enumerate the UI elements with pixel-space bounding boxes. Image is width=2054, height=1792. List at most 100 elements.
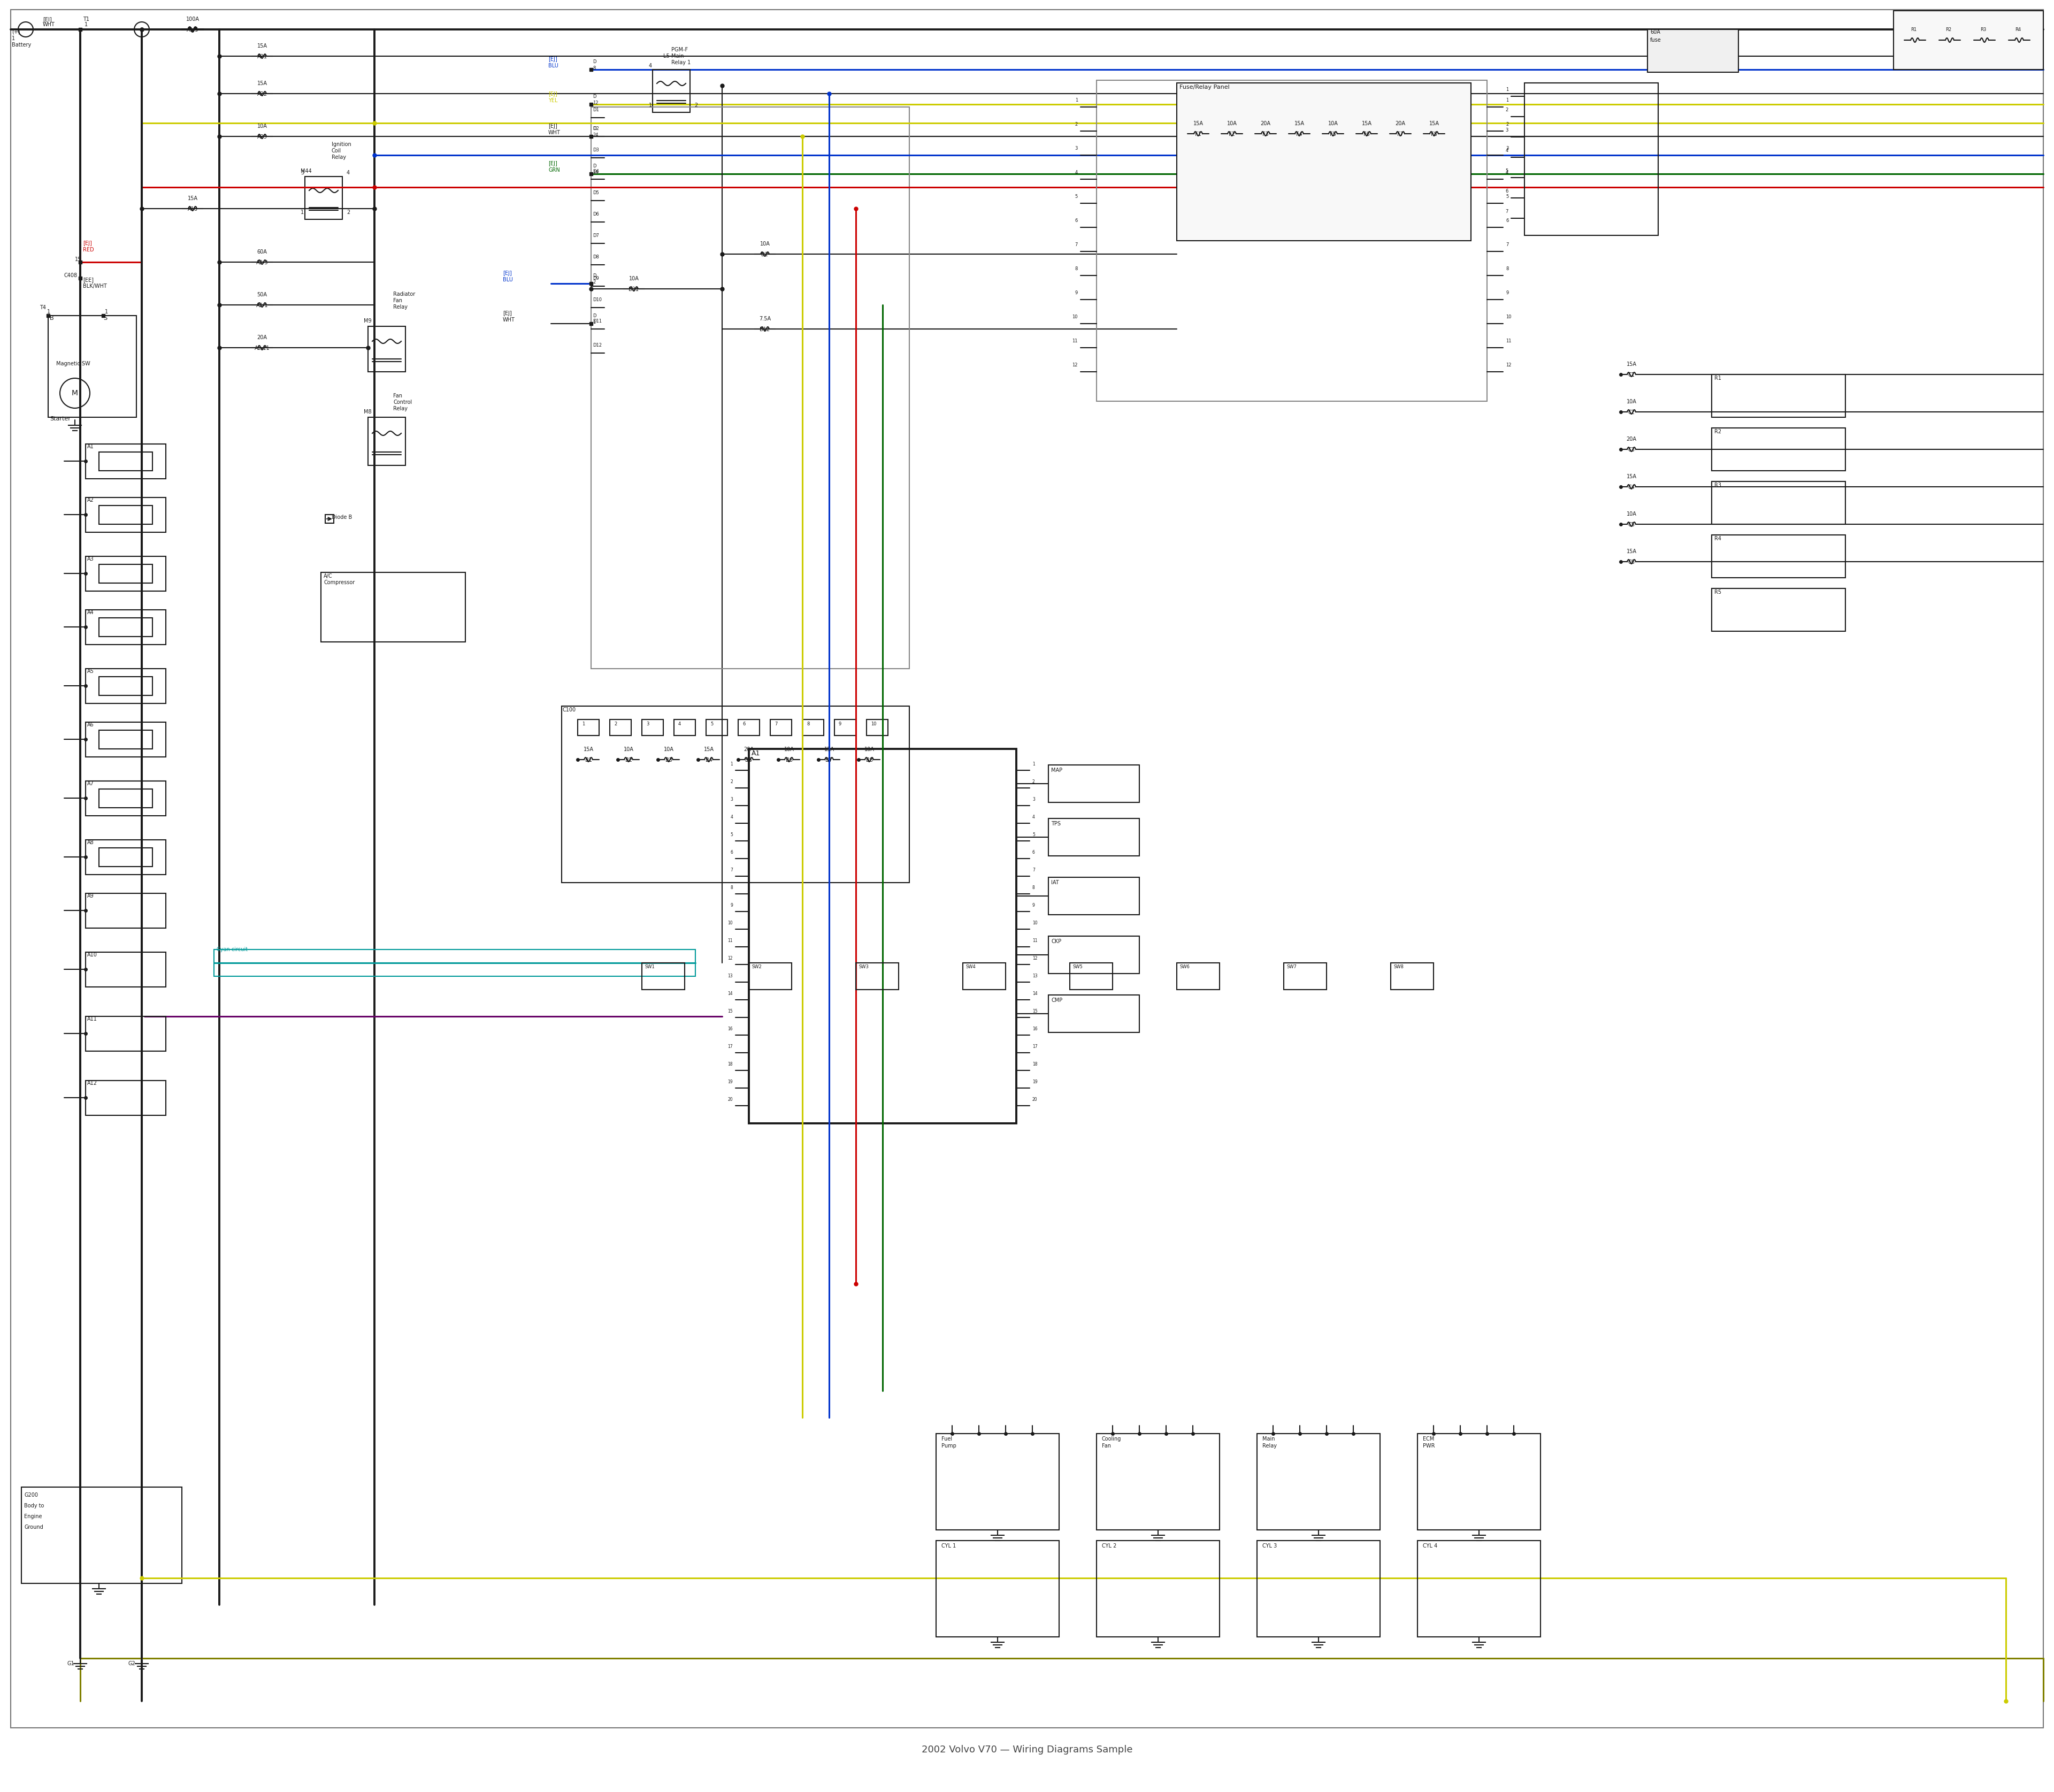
Text: 1: 1 bbox=[594, 321, 596, 324]
Text: R4: R4 bbox=[2015, 27, 2021, 32]
Text: A7: A7 bbox=[86, 781, 94, 787]
Text: 15A: 15A bbox=[257, 81, 267, 86]
Text: 10A: 10A bbox=[1329, 120, 1337, 125]
Text: [EJ]: [EJ] bbox=[548, 91, 557, 97]
Text: 15A: 15A bbox=[1627, 473, 1637, 478]
Bar bbox=[99, 505, 152, 525]
Text: 9: 9 bbox=[838, 722, 842, 726]
Text: CYL 3: CYL 3 bbox=[1263, 1543, 1278, 1548]
Bar bbox=[674, 719, 696, 735]
Text: Engine: Engine bbox=[25, 1514, 41, 1520]
Bar bbox=[857, 962, 900, 989]
Bar bbox=[86, 722, 166, 756]
Bar bbox=[867, 719, 887, 735]
Bar bbox=[610, 719, 631, 735]
Text: B4: B4 bbox=[705, 758, 713, 763]
Text: 19: 19 bbox=[1033, 1079, 1037, 1084]
Text: A2: A2 bbox=[86, 498, 94, 504]
Text: 60A: 60A bbox=[1649, 29, 1660, 34]
Text: 50A: 50A bbox=[257, 292, 267, 297]
Text: 6: 6 bbox=[1506, 188, 1508, 194]
Text: C6: C6 bbox=[1629, 559, 1635, 564]
Text: MAP: MAP bbox=[1052, 767, 1062, 772]
Bar bbox=[1711, 536, 1844, 577]
Text: 11: 11 bbox=[727, 939, 733, 943]
Text: 15: 15 bbox=[1033, 1009, 1037, 1014]
Bar bbox=[214, 950, 696, 977]
Text: 16: 16 bbox=[727, 1027, 733, 1032]
Bar bbox=[99, 677, 152, 695]
Text: B3: B3 bbox=[665, 758, 672, 763]
Text: 20A: 20A bbox=[1395, 120, 1405, 125]
Text: BLK/WHT: BLK/WHT bbox=[82, 283, 107, 289]
Text: [EJ]: [EJ] bbox=[82, 240, 92, 246]
Text: 8: 8 bbox=[594, 66, 596, 70]
Text: TPS: TPS bbox=[1052, 821, 1060, 826]
Bar bbox=[1048, 765, 1140, 803]
Text: 4: 4 bbox=[731, 815, 733, 819]
Text: Magnetic SW: Magnetic SW bbox=[55, 360, 90, 366]
Text: 3: 3 bbox=[1506, 127, 1508, 133]
Text: SW7: SW7 bbox=[1286, 964, 1296, 969]
Text: CKP: CKP bbox=[1052, 939, 1062, 944]
Text: C5: C5 bbox=[1629, 521, 1635, 527]
Text: 9: 9 bbox=[731, 903, 733, 909]
Text: WHT: WHT bbox=[43, 22, 55, 27]
Text: 18: 18 bbox=[727, 1063, 733, 1066]
Bar bbox=[86, 952, 166, 987]
Text: 19: 19 bbox=[594, 170, 598, 176]
Text: 10: 10 bbox=[727, 921, 733, 925]
Bar bbox=[1711, 482, 1844, 525]
Text: 15A: 15A bbox=[824, 747, 834, 753]
Bar bbox=[304, 177, 343, 219]
Text: A22: A22 bbox=[257, 91, 267, 97]
Bar bbox=[86, 781, 166, 815]
Bar bbox=[86, 668, 166, 704]
Text: 4: 4 bbox=[1506, 149, 1508, 152]
Text: 12: 12 bbox=[1033, 955, 1037, 961]
Bar bbox=[770, 719, 791, 735]
Bar bbox=[368, 326, 405, 371]
Bar bbox=[641, 962, 684, 989]
Text: 4: 4 bbox=[1506, 170, 1508, 176]
Text: T4: T4 bbox=[39, 305, 45, 310]
Text: D6: D6 bbox=[594, 211, 600, 217]
Text: 15A: 15A bbox=[1362, 120, 1372, 125]
Text: 3: 3 bbox=[1074, 145, 1078, 151]
Text: A16: A16 bbox=[187, 206, 197, 211]
Text: R3: R3 bbox=[1980, 27, 1986, 32]
Text: 12: 12 bbox=[1506, 362, 1512, 367]
Text: 8: 8 bbox=[731, 885, 733, 891]
Text: B12: B12 bbox=[760, 326, 770, 332]
Text: 6: 6 bbox=[731, 849, 733, 855]
Text: B1: B1 bbox=[585, 758, 592, 763]
Text: 12: 12 bbox=[1072, 362, 1078, 367]
Text: 9: 9 bbox=[1074, 290, 1078, 296]
Text: 20A: 20A bbox=[744, 747, 754, 753]
Text: Relay: Relay bbox=[1263, 1443, 1278, 1448]
Text: PGM-F: PGM-F bbox=[672, 47, 688, 52]
Text: B8: B8 bbox=[867, 758, 873, 763]
Text: 10A: 10A bbox=[1627, 511, 1637, 516]
Bar bbox=[1524, 82, 1658, 235]
Text: Cyan circuit: Cyan circuit bbox=[216, 946, 249, 952]
Text: 4: 4 bbox=[678, 722, 682, 726]
Text: 16: 16 bbox=[1033, 1027, 1037, 1032]
Text: Pump: Pump bbox=[941, 1443, 957, 1448]
Text: A5: A5 bbox=[86, 668, 94, 674]
Bar bbox=[21, 1487, 183, 1584]
Bar bbox=[1417, 1434, 1540, 1530]
Bar bbox=[99, 848, 152, 867]
Text: 7: 7 bbox=[731, 867, 733, 873]
Text: D1: D1 bbox=[594, 108, 600, 113]
Bar bbox=[592, 108, 910, 668]
Text: Body to: Body to bbox=[25, 1503, 43, 1509]
Text: F4: F4 bbox=[1296, 131, 1302, 136]
Text: 9: 9 bbox=[1506, 290, 1508, 296]
Text: 2: 2 bbox=[1506, 122, 1508, 127]
Bar bbox=[86, 894, 166, 928]
Text: (+): (+) bbox=[12, 29, 21, 34]
Bar bbox=[1711, 428, 1844, 471]
Text: D: D bbox=[594, 274, 596, 278]
Text: D7: D7 bbox=[594, 233, 600, 238]
